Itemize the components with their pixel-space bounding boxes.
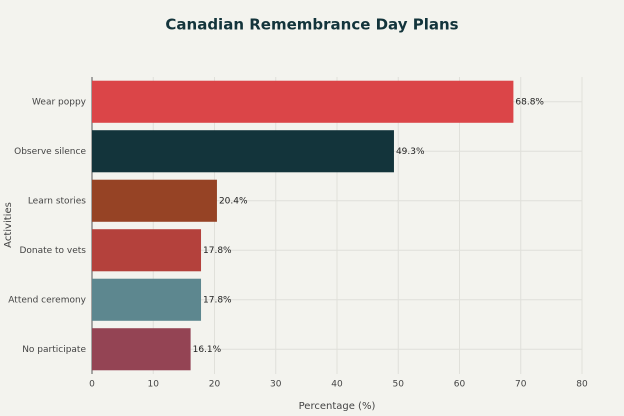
x-tick-label: 10 bbox=[148, 380, 160, 390]
x-tick-label: 80 bbox=[576, 380, 588, 390]
bar bbox=[92, 179, 217, 222]
value-label: 17.8% bbox=[203, 295, 232, 305]
bar bbox=[92, 328, 191, 371]
y-axis-label: Activities bbox=[3, 202, 14, 248]
chart-title: Canadian Remembrance Day Plans bbox=[165, 16, 458, 34]
y-tick-label: Wear poppy bbox=[32, 97, 87, 107]
y-tick-label: Observe silence bbox=[14, 147, 86, 157]
value-label: 16.1% bbox=[193, 345, 222, 355]
bar bbox=[92, 278, 202, 321]
x-tick-label: 50 bbox=[393, 380, 405, 390]
value-label: 68.8% bbox=[515, 97, 544, 107]
bar bbox=[92, 130, 394, 173]
bar bbox=[92, 229, 202, 272]
x-tick-label: 60 bbox=[454, 380, 466, 390]
x-axis-label: Percentage (%) bbox=[299, 401, 376, 412]
bar bbox=[92, 80, 514, 123]
value-label: 49.3% bbox=[396, 147, 425, 157]
x-tick-label: 20 bbox=[209, 380, 221, 390]
x-tick-label: 0 bbox=[89, 380, 95, 390]
y-tick-label: No participate bbox=[22, 345, 86, 355]
y-tick-label: Learn stories bbox=[28, 196, 86, 206]
x-tick-label: 70 bbox=[515, 380, 527, 390]
x-tick-label: 40 bbox=[331, 380, 343, 390]
y-tick-label: Donate to vets bbox=[19, 246, 86, 256]
value-label: 20.4% bbox=[219, 196, 248, 206]
x-tick-label: 30 bbox=[270, 380, 282, 390]
value-label: 17.8% bbox=[203, 246, 232, 256]
y-tick-label: Attend ceremony bbox=[8, 295, 86, 305]
